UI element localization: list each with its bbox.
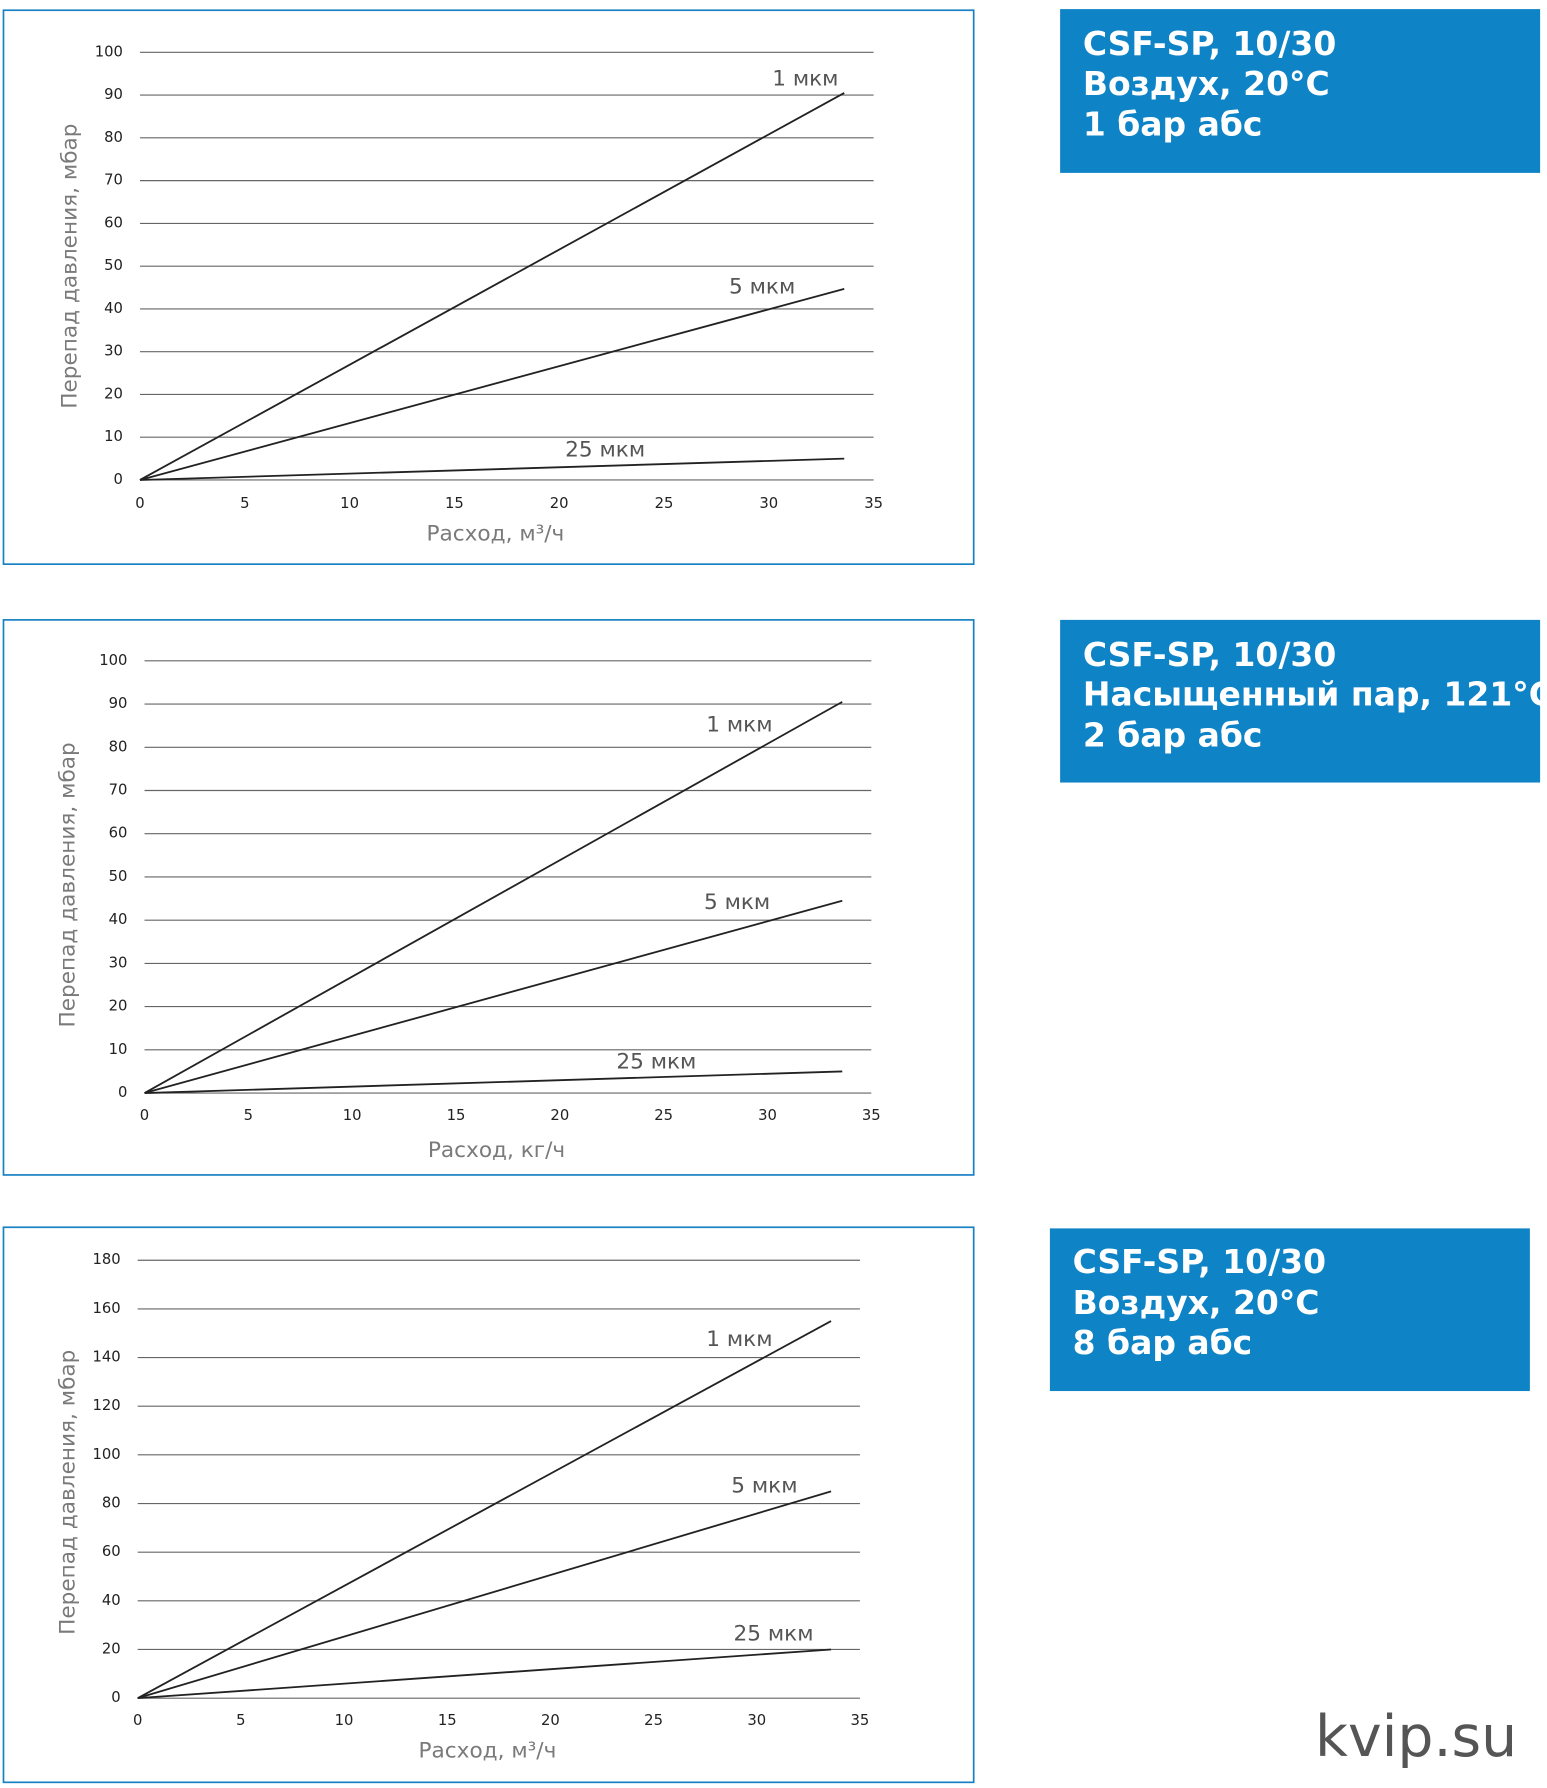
title-box [1060, 619, 1541, 783]
y-axis-title: Перепад давления, мбар [55, 1350, 80, 1635]
x-tick-label: 25 [655, 495, 674, 512]
title-box [1049, 1228, 1530, 1392]
y-tick-label: 40 [109, 911, 128, 928]
series-line [139, 457, 845, 481]
title-line: Насыщенный пар, 121°C [1083, 675, 1547, 714]
y-tick-label: 0 [113, 471, 122, 488]
series-label: 5 мкм [729, 275, 795, 300]
y-tick-label: 60 [109, 825, 128, 842]
y-tick-label: 90 [104, 86, 123, 103]
x-tick-label: 5 [240, 495, 249, 512]
x-tick-label: 35 [851, 1712, 870, 1729]
y-tick-label: 60 [104, 214, 123, 231]
x-tick-label: 0 [133, 1712, 142, 1729]
x-tick-label: 35 [864, 495, 883, 512]
x-tick-label: 10 [335, 1712, 354, 1729]
series-label: 1 мкм [772, 67, 838, 92]
series-line [137, 1648, 832, 1700]
y-tick-label: 70 [104, 172, 123, 189]
series-line [139, 287, 845, 481]
x-tick-label: 0 [140, 1107, 149, 1124]
title-box [1060, 9, 1541, 173]
y-tick-label: 50 [109, 868, 128, 885]
x-tick-label: 30 [758, 1107, 777, 1124]
y-tick-label: 30 [109, 954, 128, 971]
y-tick-label: 100 [95, 43, 123, 60]
y-tick-label: 180 [92, 1251, 120, 1268]
y-tick-label: 80 [102, 1495, 121, 1512]
series-label: 25 мкм [565, 437, 645, 462]
title-line: 8 бар абс [1073, 1323, 1253, 1362]
x-tick-label: 15 [447, 1107, 466, 1124]
series-label: 1 мкм [706, 1327, 772, 1352]
y-tick-label: 20 [102, 1640, 121, 1657]
series-label: 1 мкм [706, 713, 772, 738]
title-line: CSF-SP, 10/30 [1073, 1242, 1326, 1281]
x-tick-label: 0 [135, 495, 144, 512]
x-tick-label: 10 [343, 1107, 362, 1124]
y-tick-label: 10 [104, 428, 123, 445]
title-line: Воздух, 20°C [1073, 1283, 1320, 1322]
chart-frame [2, 9, 975, 566]
title-line: Воздух, 20°C [1083, 64, 1330, 103]
y-tick-label: 60 [102, 1543, 121, 1560]
y-tick-label: 100 [92, 1446, 120, 1463]
title-line: CSF-SP, 10/30 [1083, 24, 1336, 63]
x-tick-label: 25 [644, 1712, 663, 1729]
series-line [144, 1070, 843, 1094]
chart-frame [2, 1226, 975, 1784]
y-tick-label: 160 [92, 1300, 120, 1317]
y-tick-label: 40 [104, 300, 123, 317]
y-tick-label: 50 [104, 257, 123, 274]
y-tick-label: 140 [92, 1349, 120, 1366]
x-axis-title: Расход, м³/ч [426, 522, 564, 547]
series-label: 25 мкм [616, 1049, 696, 1074]
chart-frame [2, 619, 975, 1176]
series-label: 5 мкм [731, 1474, 797, 1499]
y-tick-label: 0 [118, 1084, 127, 1101]
title-line: CSF-SP, 10/30 [1083, 635, 1336, 674]
x-tick-label: 10 [340, 495, 359, 512]
series-line [137, 1320, 832, 1699]
x-tick-label: 30 [747, 1712, 766, 1729]
x-tick-label: 25 [654, 1107, 673, 1124]
y-tick-label: 0 [111, 1689, 120, 1706]
x-tick-label: 15 [445, 495, 464, 512]
y-axis-title: Перепад давления, мбар [55, 742, 80, 1027]
x-axis-title: Расход, кг/ч [428, 1138, 565, 1163]
y-tick-label: 20 [104, 385, 123, 402]
y-tick-label: 100 [99, 652, 127, 669]
y-tick-label: 70 [109, 781, 128, 798]
y-tick-label: 20 [109, 998, 128, 1015]
y-tick-label: 90 [109, 695, 128, 712]
y-tick-label: 10 [109, 1041, 128, 1058]
series-line [144, 899, 843, 1094]
series-label: 25 мкм [733, 1621, 813, 1646]
y-tick-label: 30 [104, 343, 123, 360]
watermark: kvip.su [1315, 1704, 1517, 1770]
x-tick-label: 15 [438, 1712, 457, 1729]
title-line: 2 бар абс [1083, 716, 1263, 755]
y-tick-label: 120 [92, 1397, 120, 1414]
series-line [137, 1490, 832, 1700]
series-line [139, 92, 845, 481]
x-tick-label: 20 [550, 495, 569, 512]
x-tick-label: 35 [862, 1107, 881, 1124]
x-tick-label: 30 [759, 495, 778, 512]
y-axis-title: Перепад давления, мбар [58, 124, 83, 409]
x-tick-label: 20 [541, 1712, 560, 1729]
series-line [144, 701, 843, 1094]
x-tick-label: 5 [244, 1107, 253, 1124]
y-tick-label: 80 [109, 738, 128, 755]
title-line: 1 бар абс [1083, 105, 1263, 144]
y-tick-label: 80 [104, 129, 123, 146]
x-axis-title: Расход, м³/ч [419, 1739, 557, 1764]
series-label: 5 мкм [704, 890, 770, 915]
x-tick-label: 20 [550, 1107, 569, 1124]
x-tick-label: 5 [236, 1712, 245, 1729]
y-tick-label: 40 [102, 1592, 121, 1609]
